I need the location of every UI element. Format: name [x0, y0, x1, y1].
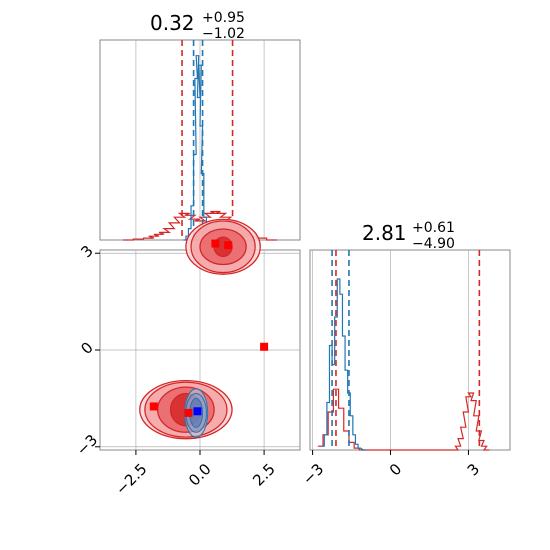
hist-x-title-minus: −1.02 — [202, 26, 245, 42]
hist-y-title-value: 2.81 — [362, 221, 407, 245]
hist-y-blue-series — [321, 278, 366, 451]
scatter-xtick-label: −2.5 — [112, 460, 150, 498]
hist-x-title-plus: +0.95 — [202, 10, 245, 26]
red-marker — [149, 402, 158, 411]
hist-y-xtick-label: −3 — [299, 460, 327, 488]
hist-x-title-value: 0.32 — [150, 11, 195, 35]
hist-y-red-series — [317, 388, 490, 451]
scatter-ytick-label: 3 — [77, 242, 96, 261]
hist-x-panel: 0.32 +0.95 −1.02 — [99, 10, 301, 241]
red-marker — [211, 239, 220, 248]
hist-y-panel: −3 0 3 2.81 +0.61 −4.90 — [299, 220, 511, 488]
scatter-xtick-label: 2.5 — [249, 460, 279, 490]
hist-x-title: 0.32 — [150, 11, 195, 35]
scatter-ytick-label: −3 — [73, 431, 101, 459]
hist-y-title-plus: +0.61 — [412, 220, 455, 236]
hist-y-xtick-label: 3 — [464, 460, 483, 479]
scatter-xtick-label: 0.0 — [185, 460, 215, 490]
scatter-ytick-label: 0 — [77, 338, 96, 357]
hist-y-title-minus: −4.90 — [412, 236, 455, 252]
red-marker — [260, 342, 269, 351]
hist-y-title: 2.81 — [362, 221, 407, 245]
blue-marker — [193, 407, 202, 416]
red-marker — [184, 408, 193, 417]
hist-y-xtick-label: 0 — [386, 460, 405, 479]
scatter-panel: −2.5 0.0 2.5 −3 0 3 — [73, 218, 301, 499]
red-marker — [224, 241, 233, 250]
